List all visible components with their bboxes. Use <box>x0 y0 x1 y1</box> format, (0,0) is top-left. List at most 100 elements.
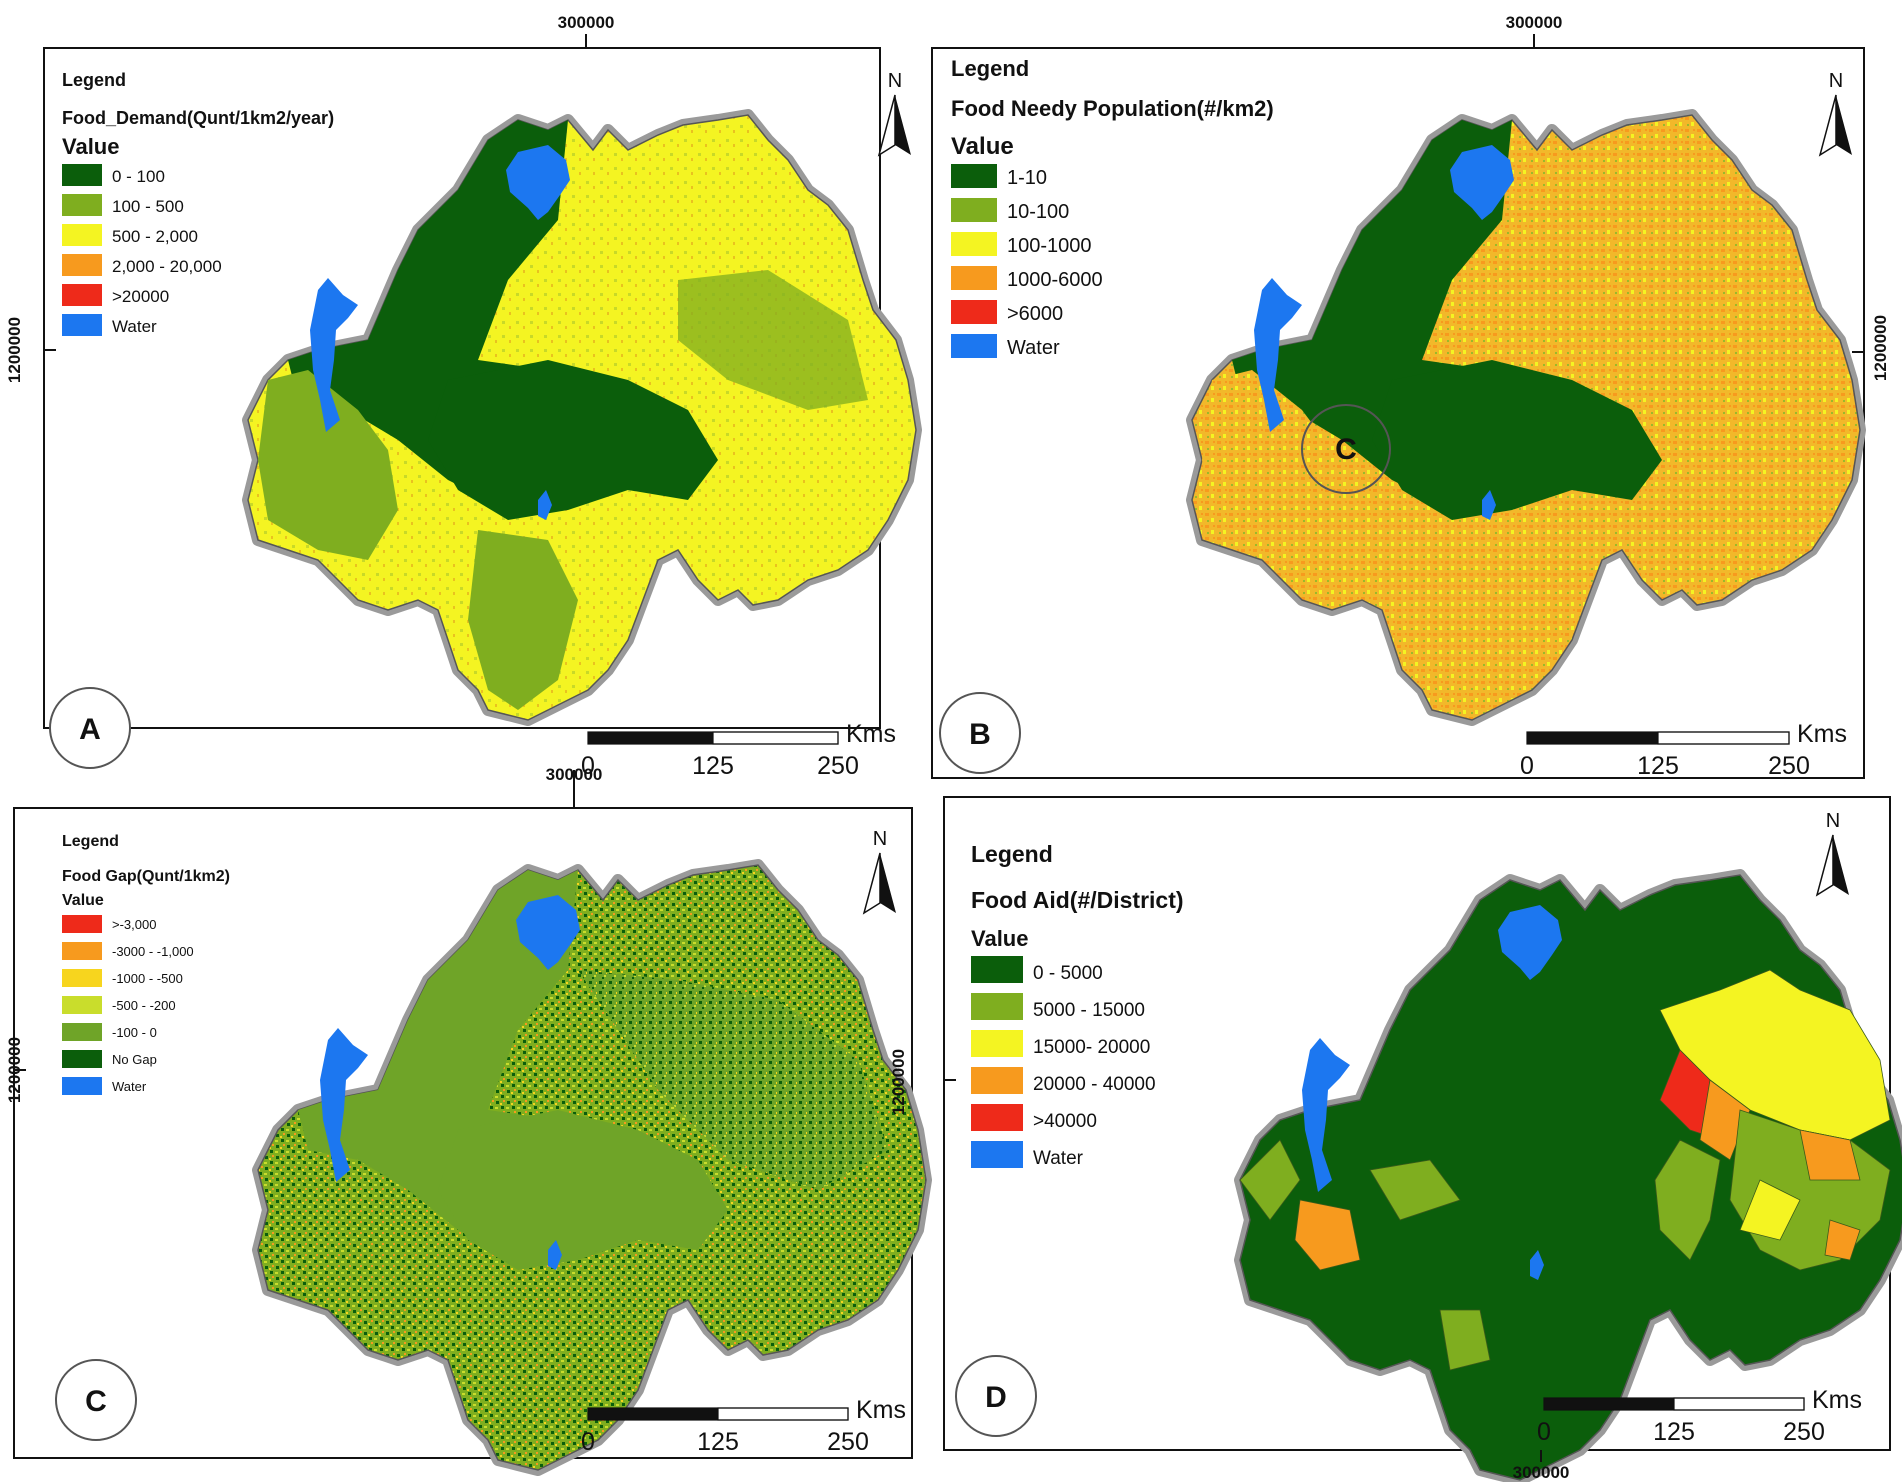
legend-swatch <box>62 1077 102 1095</box>
north-lake <box>516 895 580 970</box>
south-reservoir <box>1482 490 1496 520</box>
legend-heading: Legend <box>62 833 119 850</box>
legend-item-label: 100-1000 <box>1007 235 1092 257</box>
scale-tick-label: 125 <box>697 1428 739 1456</box>
legend-swatch <box>971 956 1023 983</box>
legend-layer-title: Food_Demand(Qunt/1km2/year) <box>62 108 334 128</box>
legend-swatch <box>971 1067 1023 1094</box>
west-reservoir <box>1302 1038 1350 1192</box>
legend-item-label: 1-10 <box>1007 167 1047 189</box>
north-lake <box>1450 145 1514 220</box>
scale-bar-frame <box>1526 731 1790 745</box>
central-band-zone <box>1372 360 1662 520</box>
panel-letter-circle <box>955 1355 1037 1437</box>
east-zone <box>678 270 868 410</box>
legend-swatch <box>971 1030 1023 1057</box>
scale-bar-dark <box>588 1408 718 1420</box>
coordinate-label-northing: 1200000 <box>5 317 24 383</box>
scale-bar-frame <box>1543 1397 1805 1411</box>
legend-heading: Legend <box>971 841 1053 867</box>
legend-heading: Legend <box>62 70 126 90</box>
scale-bar-light <box>1673 1397 1805 1411</box>
north-arrow-right-half <box>895 95 911 155</box>
scale-tick-label: 0 <box>581 752 595 780</box>
legend: Legend Food_Demand(Qunt/1km2/year) Value 0 … <box>62 70 334 336</box>
south-lobe-zone <box>468 530 578 710</box>
map-panel-b: Legend Food Needy Population(#/km2) Value 1… <box>931 13 1890 780</box>
legend-item-label: 2,000 - 20,000 <box>112 257 222 276</box>
north-arrow-left-half <box>877 94 896 157</box>
legend-swatch <box>951 266 997 290</box>
legend-item-label: -3000 - -1,000 <box>112 944 194 959</box>
panel-letter-circle <box>939 692 1021 774</box>
north-arrow: N <box>1815 810 1849 897</box>
legend-item-label: 0 - 5000 <box>1033 963 1103 984</box>
scale-tick-label: 250 <box>817 752 859 780</box>
legend-swatch <box>62 969 102 987</box>
scale-bar: Kms 0 125 250 <box>581 1396 906 1456</box>
scale-bar-frame <box>587 1407 849 1421</box>
scale-tick-label: 125 <box>692 752 734 780</box>
district-15000-20000 <box>1739 1179 1801 1241</box>
scale-tick-label: 250 <box>1768 752 1810 780</box>
scale-bar-light <box>1657 731 1790 745</box>
legend-item-label: 500 - 2,000 <box>112 227 198 246</box>
panel-letter-circle <box>49 687 131 769</box>
legend-layer-title: Food Gap(Qunt/1km2) <box>62 868 230 885</box>
legend-swatch <box>951 164 997 188</box>
legend-item-label: >40000 <box>1033 1111 1097 1132</box>
district-20000-40000 <box>1824 1219 1861 1261</box>
legend-swatch <box>971 993 1023 1020</box>
legend-swatch <box>951 232 997 256</box>
legend-item-label: No Gap <box>112 1052 157 1067</box>
legend-value-heading: Value <box>62 134 119 159</box>
scale-bar: Kms 0 125 250 <box>1520 720 1847 780</box>
district-20000-40000 <box>1799 1129 1861 1181</box>
north-arrow-right-half <box>1836 95 1852 155</box>
scale-bar: Kms 0 125 250 <box>581 720 896 780</box>
legend-layer-title: Food Aid(#/District) <box>971 887 1184 913</box>
panel-letter: D <box>985 1381 1007 1414</box>
legend-item-label: 100 - 500 <box>112 197 184 216</box>
legend-item-label: 1000-6000 <box>1007 269 1103 291</box>
panel-letter: B <box>969 718 991 751</box>
legend-item-label: -1000 - -500 <box>112 971 183 986</box>
legend-item-label: >-3,000 <box>112 917 156 932</box>
coordinate-label-northing: 1200000 <box>889 1049 908 1115</box>
legend-swatch <box>62 254 102 276</box>
scale-bar-light <box>712 731 839 745</box>
north-arrow-left-half <box>1815 834 1834 897</box>
district-5000-15000 <box>1239 1139 1301 1221</box>
legend-item-label: 10-100 <box>1007 201 1069 223</box>
legend-swatch <box>62 224 102 246</box>
north-arrow-left-half <box>862 852 881 915</box>
south-reservoir <box>538 490 552 520</box>
west-reservoir <box>320 1028 368 1182</box>
south-reservoir <box>548 1240 562 1270</box>
coordinate-label-easting: 300000 <box>1513 1463 1570 1482</box>
legend-swatch <box>971 1141 1023 1168</box>
coordinate-label-northing: 1200000 <box>1871 315 1890 381</box>
scale-tick-label: 0 <box>1520 752 1534 780</box>
central-band-zone <box>438 1110 728 1270</box>
district-5000-15000 <box>1654 1139 1721 1261</box>
north-arrow: N <box>877 70 911 157</box>
region-map <box>1186 109 1866 726</box>
legend-swatch <box>62 996 102 1014</box>
legend-item-label: -100 - 0 <box>112 1025 157 1040</box>
inset-marker-label: C <box>1335 433 1357 466</box>
north-label: N <box>1829 70 1843 92</box>
scale-tick-label: 0 <box>581 1428 595 1456</box>
southwest-zone <box>258 370 398 560</box>
legend-swatch <box>951 198 997 222</box>
district-20000-40000 <box>1294 1199 1361 1271</box>
legend-swatch <box>62 314 102 336</box>
scale-tick-label: 0 <box>1537 1418 1551 1446</box>
north-arrow: N <box>1818 70 1852 157</box>
scale-unit: Kms <box>1812 1386 1862 1414</box>
legend-swatch <box>62 194 102 216</box>
legend-item-label: 15000- 20000 <box>1033 1037 1150 1058</box>
